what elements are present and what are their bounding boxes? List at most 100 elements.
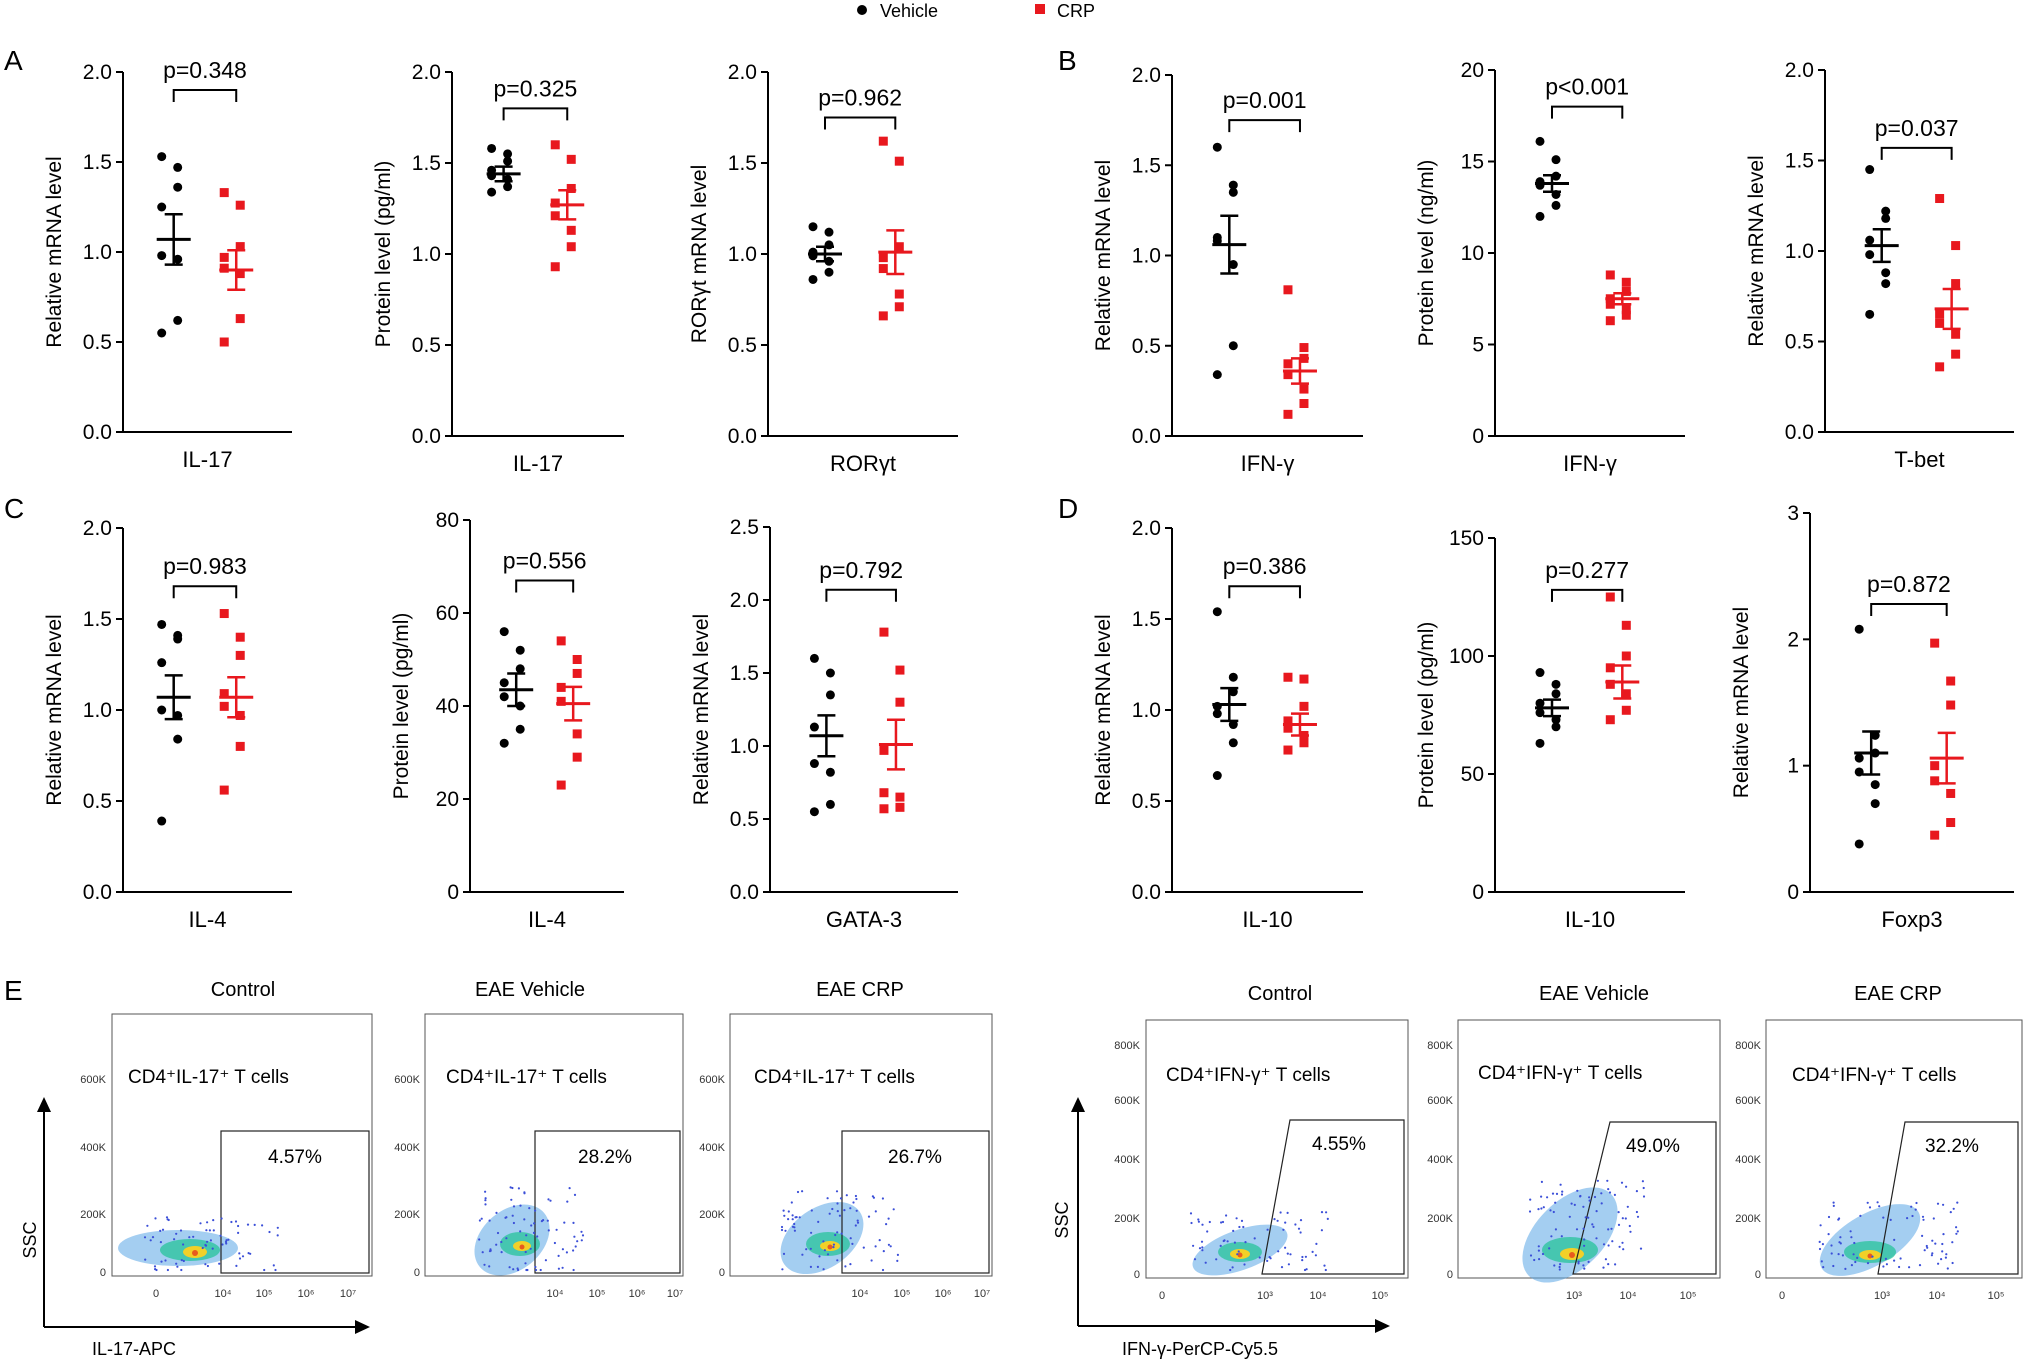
y-tick-label: 0.0 (83, 421, 112, 444)
flow-ifng-gate-label-vehicle: CD4⁺IFN-γ⁺ T cells (1478, 1063, 1642, 1084)
crp-data-point (1621, 705, 1631, 715)
crp-data-point (1951, 241, 1961, 251)
flow-event-dot (839, 1197, 843, 1200)
flow-event-dot (1636, 1215, 1640, 1218)
vehicle-data-point (825, 690, 835, 700)
flow-event-dot (526, 1268, 529, 1272)
flow-ifng-ytick: 800K (1427, 1040, 1453, 1052)
crp-data-point (235, 741, 245, 751)
crp-data-point (566, 183, 576, 193)
flow-event-dot (1528, 1210, 1532, 1213)
flow-event-dot (1850, 1264, 1853, 1267)
flow-event-dot (1583, 1238, 1586, 1241)
flow-ifng-plot-control (1145, 1019, 1409, 1279)
y-tick-label: 1.5 (83, 608, 112, 631)
vehicle-data-point (487, 143, 497, 153)
vehicle-data-point (825, 799, 835, 809)
significance-bracket (1880, 146, 1953, 160)
legend-crp-marker (1035, 4, 1045, 14)
flow-event-dot (855, 1209, 858, 1212)
crp-data-point (235, 314, 245, 324)
flow-event-dot (182, 1243, 185, 1246)
flow-event-dot (1614, 1263, 1617, 1266)
flow-event-dot (1284, 1246, 1287, 1249)
crp-data-point (1621, 620, 1631, 630)
flow-event-dot (160, 1260, 163, 1263)
flow-event-dot (534, 1265, 537, 1269)
y-tick-label: 0.5 (728, 334, 757, 357)
flow-event-dot (1286, 1211, 1289, 1214)
vehicle-data-point (1212, 771, 1222, 781)
flow-event-dot (1622, 1248, 1625, 1251)
y-tick-label: 2.5 (730, 516, 759, 539)
flow-event-dot (845, 1194, 848, 1197)
flow-event-dot (218, 1262, 221, 1265)
flow-event-dot (274, 1268, 277, 1272)
crp-data-point (1283, 370, 1293, 380)
vehicle-data-point (1535, 738, 1545, 748)
vehicle-data-point (173, 734, 183, 744)
flow-event-dot (1325, 1211, 1328, 1214)
flow-event-dot (822, 1268, 825, 1271)
flow-ifng-density-crp (1819, 1204, 1921, 1276)
vehicle-data-point (157, 251, 167, 261)
flow-event-dot (818, 1255, 821, 1258)
crp-data-point (219, 689, 229, 699)
flow-event-dot (1537, 1245, 1540, 1248)
flow-event-dot (1618, 1245, 1621, 1248)
flow-ifng-plot-crp (1765, 1019, 2023, 1279)
flow-event-dot (505, 1237, 508, 1240)
crp-data-point (1621, 689, 1631, 699)
y-tick-label: 1.0 (1785, 240, 1814, 263)
crp-data-point (895, 665, 905, 675)
p-value-label: p=0.872 (1867, 571, 1951, 597)
flow-ifng-xtick: 10³ (1257, 1290, 1273, 1302)
flow-event-dot (519, 1204, 522, 1207)
flow-event-dot (1197, 1220, 1200, 1223)
significance-bracket (1870, 602, 1948, 616)
p-value-label: p=0.037 (1875, 115, 1959, 141)
flow-event-dot (1951, 1261, 1954, 1265)
flow-event-dot (791, 1214, 794, 1217)
flow-event-dots (1528, 1179, 1646, 1271)
flow-event-dot (1642, 1186, 1645, 1190)
flow-event-dot (836, 1259, 839, 1262)
flow-event-dot (1301, 1259, 1304, 1262)
flow-il17-xtick: 10⁵ (256, 1288, 273, 1300)
flow-il17-ytick: 600K (394, 1074, 420, 1086)
flow-event-dot (1635, 1210, 1638, 1214)
vehicle-data-point (1865, 165, 1875, 175)
flow-event-dot (192, 1235, 195, 1238)
y-axis-title: Protein level (pg/ml) (390, 613, 413, 800)
vehicle-data-point (157, 152, 167, 162)
flow-event-dot (1222, 1239, 1225, 1243)
flow-event-dot (1273, 1218, 1276, 1221)
crp-data-point (219, 252, 229, 262)
flow-ifng-ytick: 200K (1427, 1213, 1453, 1225)
flow-event-dot (211, 1247, 214, 1250)
flow-event-dot (208, 1229, 211, 1232)
chart-ifng-protein: 0 5 10 15 20 Protein level (ng/ml) IFN-γ p<0.00… (1415, 59, 1685, 476)
crp-data-point (895, 802, 905, 812)
crp-data-point (878, 136, 888, 146)
flow-event-dots (143, 1216, 279, 1272)
significance-bracket (1551, 105, 1624, 119)
flow-event-dot (782, 1209, 785, 1212)
flow-event-dot (1201, 1246, 1204, 1249)
flow-event-dot (508, 1266, 511, 1269)
crp-data-point (219, 701, 229, 711)
flow-event-dot (1552, 1210, 1555, 1214)
p-value-label: p=0.792 (819, 557, 903, 583)
crp-data-point (556, 780, 566, 790)
flow-event-dot (892, 1208, 895, 1211)
flow-event-dot (1606, 1179, 1609, 1182)
flow-event-dot (512, 1205, 516, 1208)
vehicle-data-point (487, 187, 497, 197)
flow-event-dot (1921, 1215, 1925, 1218)
vehicle-data-point (1212, 709, 1222, 719)
flow-event-dot (881, 1197, 885, 1200)
flow-event-dot (1236, 1253, 1239, 1256)
flow-ifng-ytick: 600K (1114, 1095, 1140, 1107)
flow-event-dot (1641, 1180, 1644, 1183)
flow-il17-ytick: 200K (80, 1209, 106, 1221)
